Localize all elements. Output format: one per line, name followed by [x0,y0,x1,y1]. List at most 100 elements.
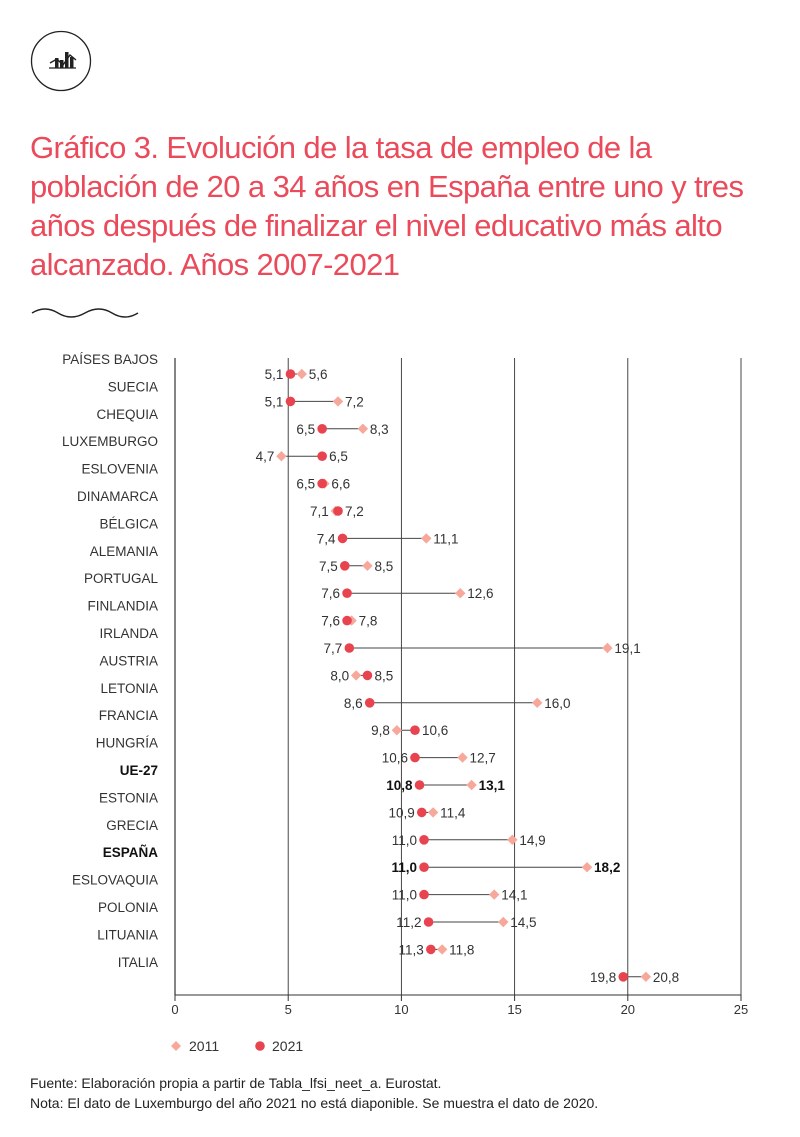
marker-2021 [317,424,327,434]
marker-2011 [350,670,362,681]
value-label-right: 14,9 [519,833,545,848]
marker-2011 [507,834,518,845]
marker-2021 [419,889,429,900]
decorative-wave [31,308,139,318]
marker-2021 [419,862,429,872]
x-tick-label: 0 [171,1002,178,1017]
marker-2021 [285,396,296,407]
chart-logo-icon [30,30,92,92]
category-label: ESLOVAQUIA [72,873,158,888]
marker-2011 [581,862,593,873]
category-label: IRLANDA [99,626,158,641]
value-label-left: 19,8 [590,970,616,985]
marker-2011 [457,752,468,763]
marker-2011 [276,451,287,462]
marker-2021 [285,369,296,379]
marker-2021 [364,698,375,708]
marker-2021 [342,588,352,598]
value-label-left: 10,6 [382,751,408,766]
marker-2021 [333,506,343,516]
value-label-right: 6,6 [331,477,350,492]
value-label-right: 7,2 [345,504,364,519]
category-label: ESLOVENIA [81,462,158,477]
marker-2021 [618,972,629,982]
category-label: PAÍSES BAJOS [62,352,158,367]
value-label-left: 11,0 [392,888,417,903]
value-label-left: 8,0 [330,668,349,683]
value-label-right: 7,2 [345,394,364,409]
marker-2021 [340,561,350,571]
x-tick-label: 25 [734,1002,748,1017]
value-label-left: 7,7 [324,641,343,656]
category-label: LUXEMBURGO [62,434,158,449]
value-label-right: 14,5 [510,915,536,930]
value-label-left: 7,6 [321,614,340,629]
marker-2021 [410,725,420,735]
marker-2021 [337,533,348,544]
category-label: LITUANIA [97,927,158,942]
marker-2021 [414,780,425,790]
category-label: DINAMARCA [77,489,158,504]
value-label-left: 7,4 [317,531,336,546]
legend-marker-2021 [255,1041,265,1051]
value-label-right: 11,1 [433,531,458,546]
value-label-left: 6,5 [296,477,315,492]
value-label-right: 7,8 [359,614,378,629]
category-label: POLONIA [98,900,158,915]
value-label-right: 12,6 [467,586,493,601]
value-label-left: 5,1 [265,394,284,409]
value-label-right: 12,7 [470,751,496,766]
value-label-left: 7,5 [319,559,338,574]
marker-2011 [421,533,432,544]
marker-2011 [362,560,373,571]
value-label-right: 10,6 [422,723,448,738]
marker-2011 [602,642,613,654]
marker-2021 [410,752,420,763]
value-label-left: 8,6 [344,696,363,711]
marker-2021 [317,478,327,489]
category-label: CHEQUIA [96,407,158,422]
value-label-left: 11,2 [396,915,421,930]
value-label-left: 9,8 [371,723,390,738]
x-tick-label: 20 [621,1002,635,1017]
value-label-left: 7,1 [310,504,329,519]
value-label-left: 6,5 [296,422,315,437]
x-tick-label: 5 [285,1002,292,1017]
category-label: FINLANDIA [87,599,158,614]
category-label: LETONIA [100,681,158,696]
chart-title: Gráfico 3. Evolución de la tasa de emple… [30,130,744,282]
category-label: UE-27 [120,763,158,778]
category-label: AUSTRIA [99,653,158,668]
value-label-left: 11,3 [399,942,424,957]
value-label-right: 19,1 [614,641,640,656]
marker-2011 [436,944,448,955]
value-label-left: 7,6 [321,586,340,601]
marker-2011 [640,971,652,982]
marker-2011 [489,889,500,900]
category-label: PORTUGAL [84,571,159,586]
marker-2011 [427,807,439,818]
category-label: ESPAÑA [103,845,159,860]
value-label-left: 11,0 [392,860,418,875]
value-label-left: 10,9 [388,805,414,820]
value-label-right: 18,2 [594,860,620,875]
legend-marker-2011 [171,1041,181,1051]
value-label-left: 11,0 [392,833,417,848]
marker-2011 [296,368,307,380]
value-label-right: 5,6 [309,367,328,382]
category-label: BÉLGICA [99,516,158,531]
marker-2021 [416,807,427,818]
legend-label-2021: 2021 [272,1038,303,1054]
legend-label-2011: 2011 [189,1038,219,1054]
dumbbell-chart: PAÍSES BAJOS 5,1 5,6 SUECIA 5,1 7,2 CHEQUIA 6,5… [62,352,748,1054]
category-label: ITALIA [118,955,158,970]
marker-2011 [532,697,543,708]
marker-2011 [455,588,466,599]
category-label: FRANCIA [99,708,158,723]
marker-2011 [466,779,477,791]
marker-2021 [423,917,434,927]
marker-2021 [342,615,352,626]
value-label-right: 11,8 [449,942,474,957]
marker-2011 [391,725,403,736]
category-label: GRECIA [106,818,158,833]
